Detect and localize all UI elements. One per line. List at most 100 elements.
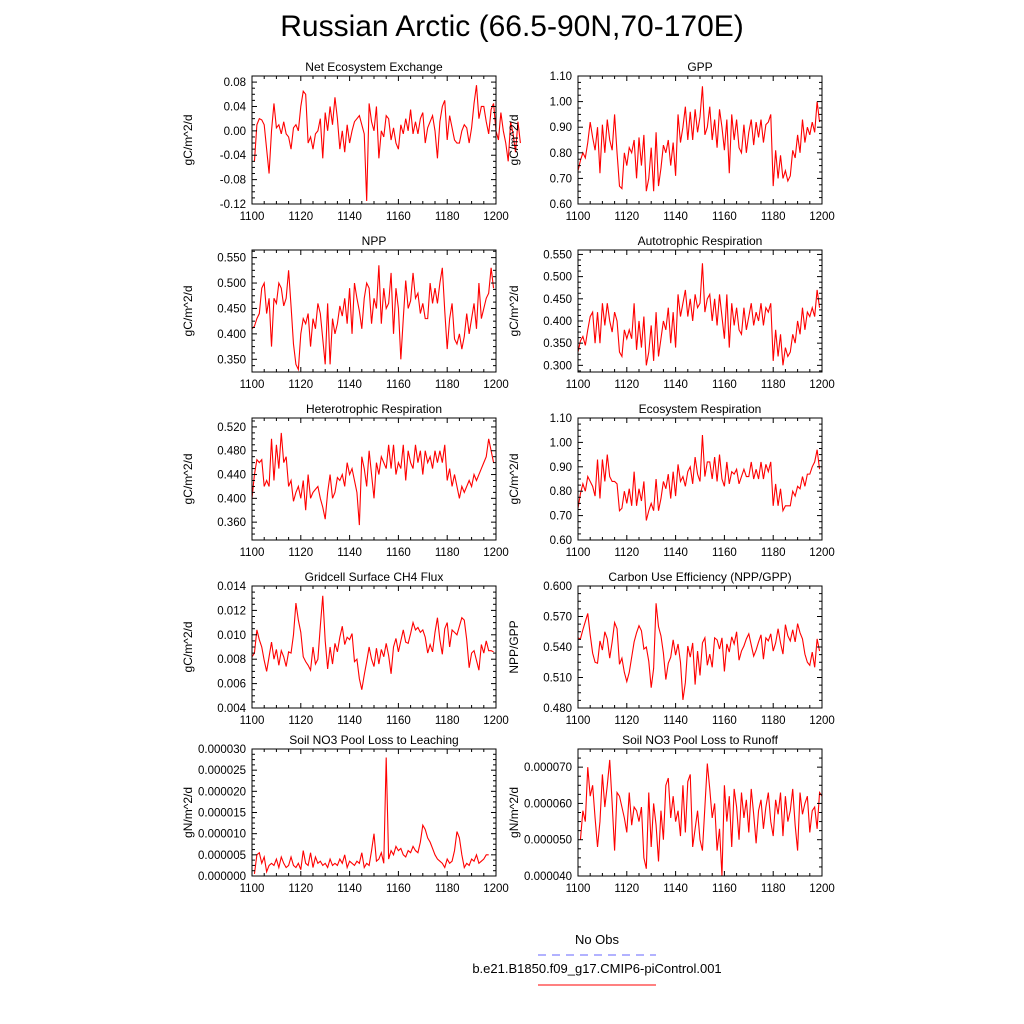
y-tick-label: 0.70 bbox=[550, 173, 572, 185]
y-tick-label: 0.450 bbox=[217, 303, 246, 315]
chart-title: Ecosystem Respiration bbox=[639, 402, 762, 416]
x-tick-label: 1120 bbox=[288, 211, 313, 223]
chart-panel-3: NPP gC/m^2/d 1100 1120 1140 1160 1180 1200 0.350… bbox=[181, 234, 509, 391]
y-tick-label: 0.570 bbox=[543, 612, 572, 624]
plot-frame bbox=[251, 417, 497, 541]
x-tick-label: 1140 bbox=[337, 211, 362, 223]
x-tick-label: 1160 bbox=[386, 211, 411, 223]
plot-frame bbox=[251, 249, 497, 373]
x-tick-label: 1140 bbox=[663, 715, 688, 727]
y-tick-label: 0.480 bbox=[217, 446, 246, 458]
series-line bbox=[577, 263, 821, 366]
chart-panel-8: Carbon Use Efficiency (NPP/GPP) NPP/GPP 11… bbox=[507, 570, 835, 727]
plot-frame bbox=[251, 585, 497, 709]
y-tick-label: 0.540 bbox=[543, 642, 572, 654]
series-line bbox=[253, 85, 521, 201]
y-tick-label: 0.550 bbox=[543, 249, 572, 261]
x-tick-label: 1200 bbox=[483, 883, 509, 895]
y-tick-label: 0.000015 bbox=[198, 808, 246, 820]
x-tick-label: 1160 bbox=[712, 715, 737, 727]
x-tick-label: 1160 bbox=[386, 547, 411, 559]
y-tick-label: 0.08 bbox=[224, 77, 246, 89]
series-line bbox=[577, 86, 821, 192]
chart-title: Autotrophic Respiration bbox=[638, 234, 763, 248]
y-tick-label: 0.400 bbox=[217, 493, 246, 505]
y-tick-label: 0.04 bbox=[224, 101, 247, 113]
x-tick-label: 1200 bbox=[809, 715, 835, 727]
y-tick-label: 0.520 bbox=[217, 422, 246, 434]
x-tick-label: 1100 bbox=[240, 883, 265, 895]
y-axis-label: gC/m^2/d bbox=[181, 286, 195, 337]
chart-title: NPP bbox=[362, 234, 387, 248]
x-tick-label: 1140 bbox=[663, 379, 688, 391]
x-tick-label: 1120 bbox=[288, 715, 313, 727]
y-tick-label: 0.80 bbox=[550, 148, 572, 160]
x-tick-label: 1200 bbox=[483, 379, 509, 391]
x-tick-label: 1120 bbox=[288, 883, 313, 895]
series-line bbox=[577, 603, 821, 700]
x-tick-label: 1100 bbox=[566, 715, 591, 727]
y-tick-label: 0.000060 bbox=[524, 798, 572, 810]
x-tick-label: 1100 bbox=[240, 715, 265, 727]
x-tick-label: 1200 bbox=[483, 547, 509, 559]
y-tick-label: -0.12 bbox=[220, 199, 246, 211]
plot-frame bbox=[577, 748, 823, 877]
x-tick-label: 1200 bbox=[809, 883, 835, 895]
x-tick-label: 1180 bbox=[435, 715, 460, 727]
chart-title: Net Ecosystem Exchange bbox=[305, 60, 443, 74]
y-tick-label: 0.000050 bbox=[524, 835, 572, 847]
chart-title: GPP bbox=[687, 60, 712, 74]
x-tick-label: 1140 bbox=[663, 211, 688, 223]
y-tick-label: 0.000025 bbox=[198, 765, 246, 777]
y-tick-label: 0.000020 bbox=[198, 786, 246, 798]
y-tick-label: 0.00 bbox=[224, 126, 246, 138]
x-tick-label: 1180 bbox=[761, 883, 786, 895]
y-tick-label: 0.440 bbox=[217, 470, 246, 482]
chart-title: Heterotrophic Respiration bbox=[306, 402, 442, 416]
y-tick-label: 0.004 bbox=[217, 703, 246, 715]
series-line bbox=[251, 265, 495, 372]
page-title: Russian Arctic (66.5-90N,70-170E) bbox=[280, 10, 744, 43]
y-tick-label: 1.10 bbox=[550, 413, 572, 425]
x-tick-label: 1180 bbox=[761, 379, 786, 391]
x-tick-label: 1100 bbox=[566, 547, 591, 559]
y-tick-label: 0.006 bbox=[217, 679, 246, 691]
plot-frame bbox=[577, 585, 823, 709]
chart-panel-4: Autotrophic Respiration gC/m^2/d 1100 1120 1… bbox=[507, 234, 835, 391]
chart-panel-7: Gridcell Surface CH4 Flux gC/m^2/d 1100 112… bbox=[181, 570, 509, 727]
y-tick-label: 0.000010 bbox=[198, 829, 246, 841]
x-tick-label: 1120 bbox=[614, 547, 639, 559]
y-tick-label: 0.450 bbox=[543, 294, 572, 306]
y-tick-label: 0.70 bbox=[550, 511, 572, 523]
chart-panel-1: Net Ecosystem Exchange gC/m^2/d 1100 1120 11… bbox=[181, 60, 521, 223]
x-tick-label: 1200 bbox=[483, 211, 509, 223]
x-tick-label: 1120 bbox=[288, 547, 313, 559]
y-tick-label: 0.500 bbox=[217, 278, 246, 290]
x-tick-label: 1100 bbox=[240, 547, 265, 559]
chart-title: Soil NO3 Pool Loss to Leaching bbox=[289, 733, 458, 747]
chart-title: Carbon Use Efficiency (NPP/GPP) bbox=[608, 570, 791, 584]
chart-panel-5: Heterotrophic Respiration gC/m^2/d 1100 112… bbox=[181, 402, 509, 559]
x-tick-label: 1140 bbox=[337, 547, 362, 559]
x-tick-label: 1180 bbox=[761, 211, 786, 223]
x-tick-label: 1140 bbox=[337, 379, 362, 391]
y-tick-label: 1.10 bbox=[550, 71, 572, 83]
chart-panel-6: Ecosystem Respiration gC/m^2/d 1100 1120 114… bbox=[507, 402, 835, 559]
x-tick-label: 1120 bbox=[614, 379, 639, 391]
y-tick-label: 0.014 bbox=[217, 581, 246, 593]
x-tick-label: 1200 bbox=[809, 211, 835, 223]
x-tick-label: 1140 bbox=[663, 547, 688, 559]
y-tick-label: 0.480 bbox=[543, 703, 572, 715]
y-axis-label: gC/m^2/d bbox=[181, 115, 195, 166]
y-tick-label: 0.000000 bbox=[198, 871, 246, 883]
y-tick-label: -0.04 bbox=[220, 150, 247, 162]
x-tick-label: 1180 bbox=[761, 715, 786, 727]
x-tick-label: 1100 bbox=[566, 379, 591, 391]
x-tick-label: 1160 bbox=[712, 547, 737, 559]
x-tick-label: 1140 bbox=[337, 883, 362, 895]
x-tick-label: 1160 bbox=[386, 379, 411, 391]
y-tick-label: 0.60 bbox=[550, 535, 572, 547]
y-tick-label: 0.350 bbox=[543, 338, 572, 350]
y-tick-label: 0.60 bbox=[550, 199, 572, 211]
